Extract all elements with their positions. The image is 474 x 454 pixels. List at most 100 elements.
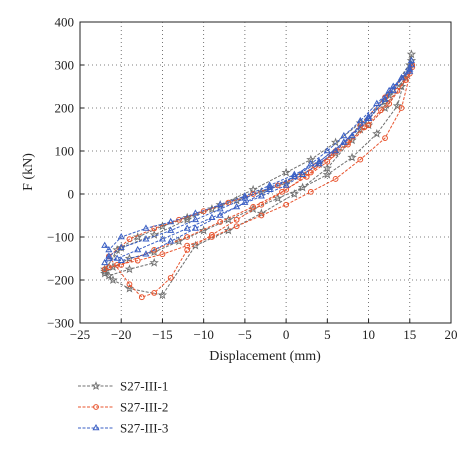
data-point [101, 258, 109, 266]
x-axis-label: Displacement (mm) [209, 349, 321, 364]
data-point [158, 235, 166, 242]
data-point [113, 254, 121, 261]
legend-item: S27-III-3 [78, 421, 168, 436]
data-point [381, 95, 389, 102]
data-point [108, 275, 118, 284]
data-point [256, 208, 267, 218]
data-point [389, 82, 397, 89]
data-point [167, 274, 174, 281]
data-point [398, 105, 405, 111]
data-point [307, 169, 314, 176]
data-point [281, 178, 291, 188]
data-point [167, 226, 175, 233]
data-point [126, 281, 133, 288]
x-tick-label: −5 [238, 327, 252, 342]
series-layer [100, 49, 417, 301]
data-point [386, 100, 393, 107]
data-point [266, 185, 274, 192]
data-point [134, 257, 141, 264]
x-tick-label: 10 [362, 327, 375, 342]
data-point [223, 214, 234, 224]
legend-item: S27-III-1 [78, 379, 168, 394]
data-point [266, 183, 274, 190]
data-point [190, 240, 201, 250]
data-point [182, 212, 192, 222]
x-tick-label: 20 [445, 327, 458, 342]
data-point [191, 215, 199, 223]
data-point [182, 214, 192, 224]
data-point [290, 170, 298, 177]
data-point [200, 208, 207, 215]
data-point [274, 182, 281, 189]
y-tick-label: −100 [47, 230, 74, 245]
data-point [223, 225, 234, 235]
data-point [138, 294, 145, 301]
data-point [184, 247, 191, 253]
x-tick-label: 5 [324, 327, 331, 342]
data-point [332, 146, 340, 154]
x-tick-labels: −25 −20 −15 −10 −5 0 5 10 15 20 [70, 327, 458, 342]
data-point [385, 86, 393, 94]
y-tick-label: 0 [68, 187, 75, 202]
data-point [347, 152, 357, 162]
data-point [105, 264, 112, 271]
data-point [332, 176, 339, 182]
y-tick-label: −300 [47, 316, 74, 331]
y-tick-label: −200 [47, 273, 74, 288]
series-S27-III-2 [101, 62, 416, 301]
data-point [209, 234, 215, 240]
data-point [357, 156, 364, 163]
data-point [217, 219, 224, 225]
data-point [142, 250, 150, 257]
data-point [184, 242, 191, 249]
data-point [257, 192, 265, 199]
data-point [104, 270, 114, 280]
data-point [157, 290, 168, 300]
y-tick-label: 300 [55, 58, 75, 73]
legend-label: S27-III-1 [120, 379, 168, 394]
data-point [365, 114, 373, 122]
data-point [151, 290, 158, 296]
x-tick-label: −15 [152, 327, 172, 342]
data-point [282, 181, 290, 188]
data-point [174, 236, 184, 246]
data-point [273, 193, 283, 203]
data-point [324, 158, 331, 165]
data-point [198, 225, 209, 235]
series-line [104, 64, 413, 298]
data-point [406, 67, 414, 74]
data-point [149, 257, 159, 267]
data-point [233, 216, 240, 223]
y-axis-label: F (kN) [21, 153, 36, 191]
data-point [105, 252, 113, 259]
data-point [241, 198, 249, 205]
data-point [191, 209, 199, 216]
data-point [91, 381, 101, 390]
data-point [207, 204, 217, 214]
legend: S27-III-1 S27-III-2 S27-III-3 [78, 379, 168, 436]
legend-label: S27-III-3 [120, 421, 168, 436]
data-point [348, 131, 356, 139]
x-tick-label: −25 [70, 327, 90, 342]
data-point [209, 231, 215, 238]
data-point [126, 236, 133, 243]
data-point [307, 159, 315, 167]
data-point [279, 188, 285, 195]
x-tick-label: 15 [403, 327, 416, 342]
x-tick-label: −20 [111, 327, 131, 342]
data-point [322, 169, 333, 179]
data-point [133, 232, 143, 241]
data-point [380, 103, 390, 112]
series-line [104, 54, 412, 296]
data-point [233, 223, 240, 230]
data-point [117, 256, 125, 263]
y-tick-label: 400 [55, 15, 75, 30]
data-point [365, 122, 372, 129]
data-point [297, 182, 308, 192]
data-point [378, 107, 384, 114]
data-point [117, 243, 125, 251]
data-point [328, 152, 335, 159]
data-point [406, 49, 417, 59]
